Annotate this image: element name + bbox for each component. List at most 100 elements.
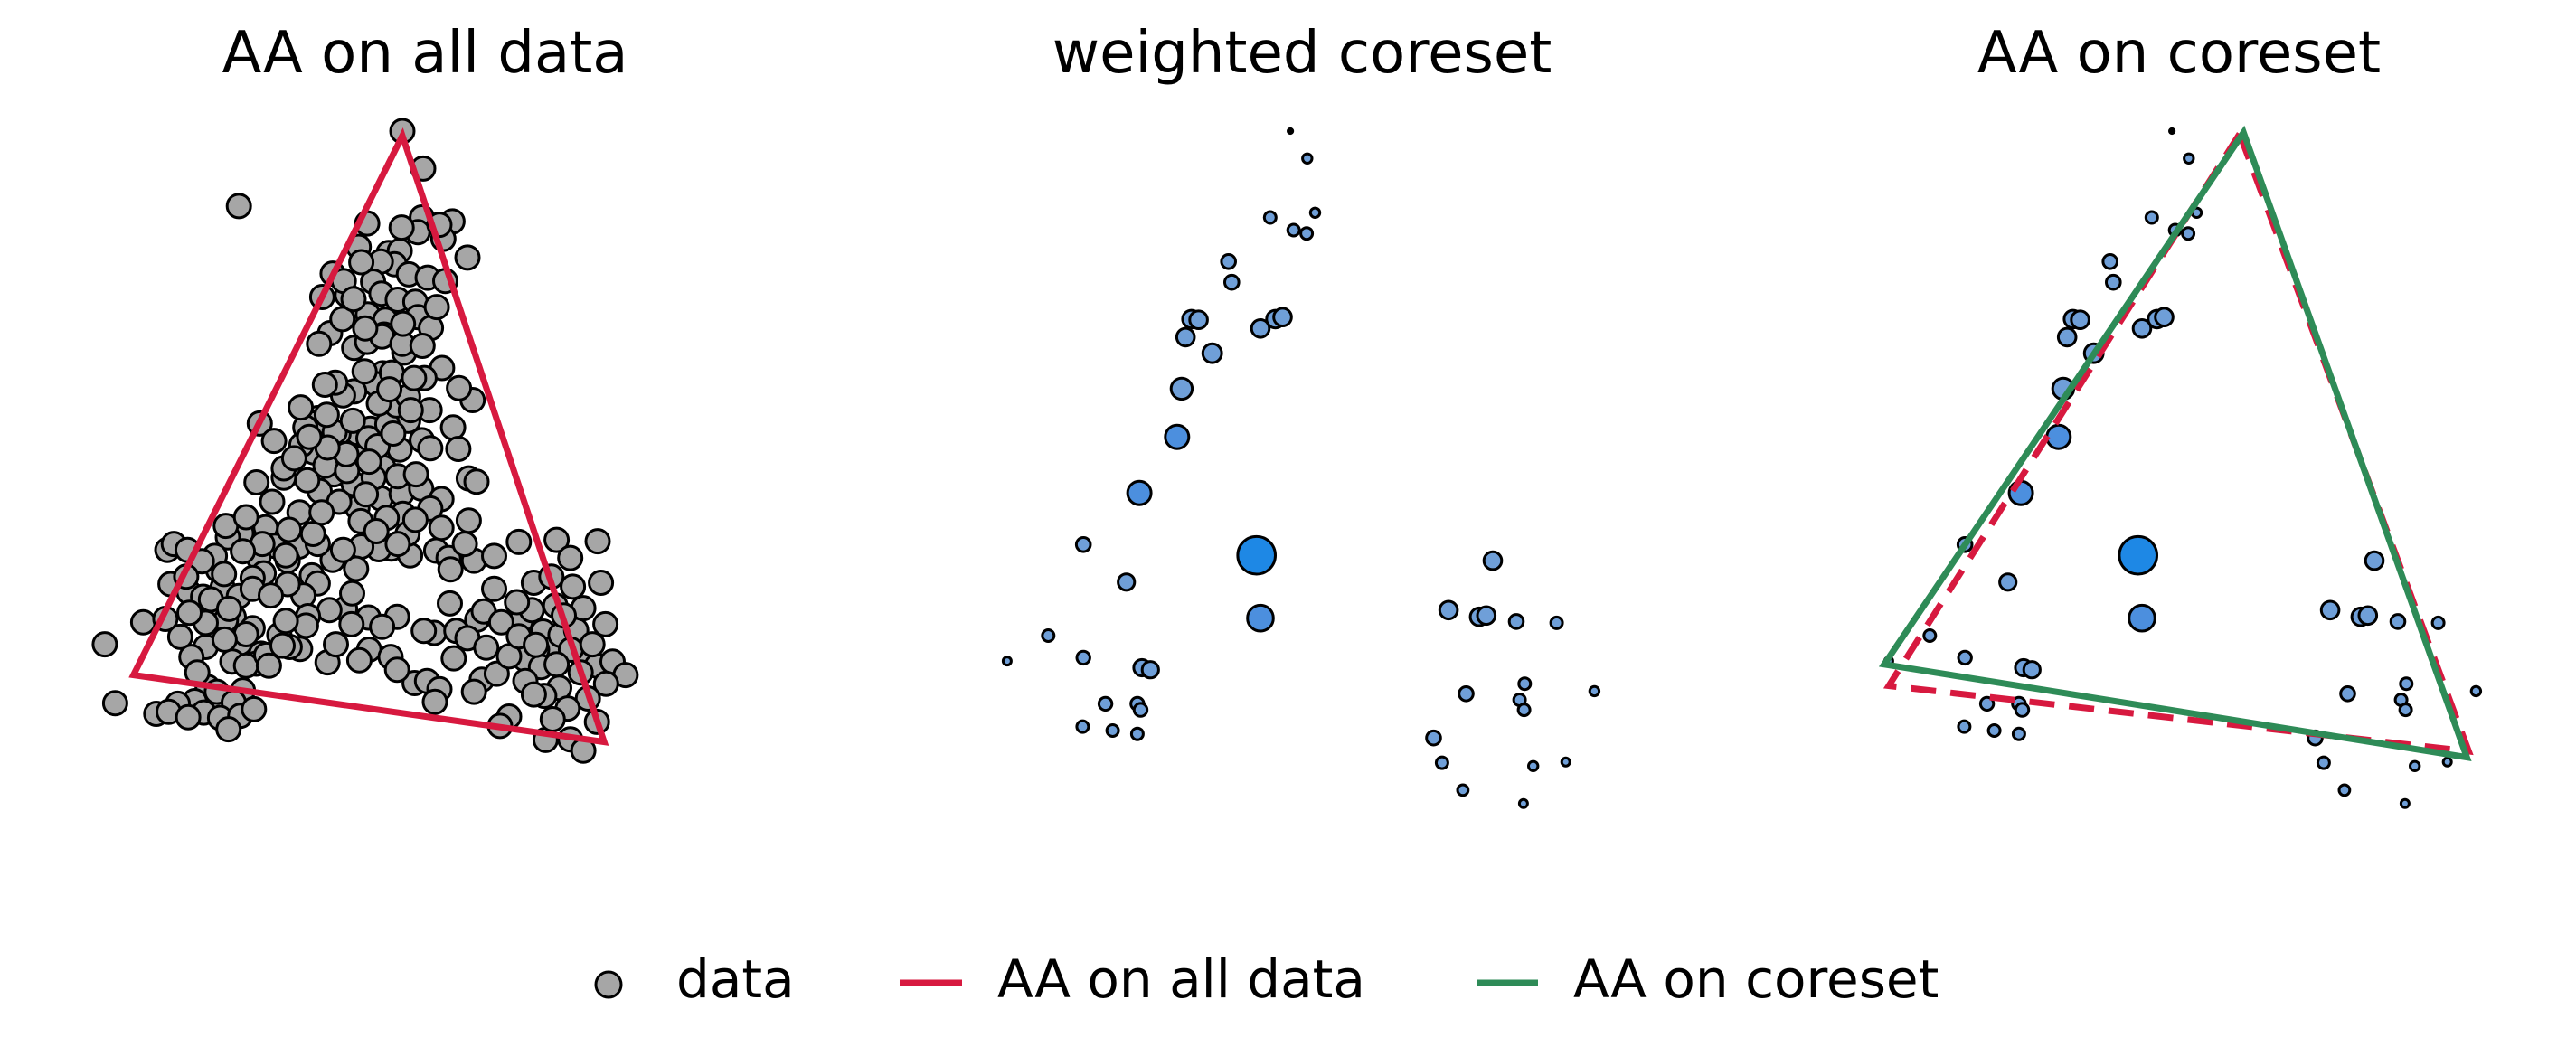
coreset-point xyxy=(1456,783,1470,797)
coreset-point xyxy=(1588,684,1601,698)
data-point xyxy=(175,703,202,731)
coreset-point xyxy=(1434,755,1449,770)
data-point xyxy=(316,597,343,624)
data-point xyxy=(345,646,373,674)
coreset-point xyxy=(1301,152,1314,165)
coreset-point xyxy=(1308,206,1322,220)
data-point xyxy=(439,414,467,441)
coreset-point xyxy=(1286,222,1301,238)
coreset-point xyxy=(2357,605,2379,627)
coreset-point xyxy=(1223,273,1241,291)
coreset-point xyxy=(2007,479,2034,506)
data-point xyxy=(588,570,615,596)
coreset-point xyxy=(1236,534,1277,576)
data-point xyxy=(423,294,450,321)
coreset-point xyxy=(1438,599,1459,621)
coreset-point xyxy=(1188,309,1209,331)
coreset-point xyxy=(2430,615,2446,630)
data-point xyxy=(215,716,242,743)
coreset-point xyxy=(1140,660,1160,680)
coreset-point xyxy=(2399,676,2414,692)
data-point xyxy=(311,372,338,398)
coreset-point xyxy=(2128,603,2156,633)
coreset-point xyxy=(2168,127,2176,136)
data-point xyxy=(445,436,472,462)
coreset-point xyxy=(2101,253,2118,270)
coreset-point xyxy=(2337,783,2352,797)
data-point xyxy=(543,651,571,678)
data-point xyxy=(340,286,367,313)
coreset-point xyxy=(2070,309,2090,331)
data-point xyxy=(369,613,396,640)
data-point xyxy=(339,580,365,607)
data-point xyxy=(269,632,296,659)
data-point xyxy=(232,504,259,531)
data-point xyxy=(129,608,156,636)
coreset-point xyxy=(1527,759,1540,772)
data-point xyxy=(584,528,611,555)
data-point xyxy=(487,608,514,636)
data-point xyxy=(539,706,566,732)
data-point xyxy=(211,561,238,588)
data-point xyxy=(308,499,335,526)
coreset-point xyxy=(1169,376,1194,401)
data-point xyxy=(481,542,507,570)
data-point xyxy=(343,555,370,582)
data-point xyxy=(455,507,482,534)
coreset-point xyxy=(1998,572,2018,592)
data-point xyxy=(440,645,467,672)
data-point xyxy=(383,656,410,684)
data-point xyxy=(306,330,333,357)
data-point xyxy=(91,631,118,658)
panel-aa-on-all-data: AA on all data xyxy=(91,20,639,764)
aa-all-data-triangle xyxy=(128,127,609,746)
coreset-point xyxy=(1175,326,1196,348)
coreset-point xyxy=(2011,726,2026,741)
data-point xyxy=(296,423,323,450)
coreset-point xyxy=(1001,656,1013,667)
coreset-point xyxy=(2183,152,2195,165)
data-point xyxy=(101,690,128,717)
data-point xyxy=(323,631,349,658)
data-point xyxy=(288,394,315,421)
coreset-point xyxy=(1957,719,1972,734)
data-point xyxy=(241,695,268,722)
coreset-point xyxy=(2399,797,2411,809)
coreset-point xyxy=(1476,605,1497,627)
data-point xyxy=(260,428,288,455)
data-point xyxy=(259,488,286,515)
aa-coreset-triangle xyxy=(1878,125,2472,761)
coreset-point xyxy=(1041,628,1056,643)
data-point xyxy=(232,621,259,647)
legend: data AA on all data AA on coreset xyxy=(594,948,1939,1010)
coreset-point xyxy=(2056,326,2078,348)
data-point xyxy=(329,306,356,333)
data-point xyxy=(388,214,415,241)
coreset-point xyxy=(2319,599,2341,621)
data-point xyxy=(463,468,490,495)
coreset-point xyxy=(1262,210,1278,225)
coreset-point xyxy=(1220,253,1237,270)
data-point xyxy=(401,506,429,533)
data-point xyxy=(355,448,382,476)
coreset-point xyxy=(1549,615,1564,630)
coreset-point xyxy=(1272,307,1293,328)
data-point xyxy=(454,244,481,271)
data-point xyxy=(557,544,584,571)
data-point xyxy=(313,401,340,429)
data-point xyxy=(272,608,299,635)
data-point xyxy=(520,681,547,708)
coreset-point xyxy=(1517,797,1529,809)
coreset-point xyxy=(1299,226,1315,241)
coreset-point xyxy=(1986,723,2002,738)
panel-1-data-points xyxy=(91,118,639,764)
data-point xyxy=(299,521,326,547)
coreset-point xyxy=(1074,536,1092,553)
data-point xyxy=(225,193,252,220)
data-point xyxy=(543,526,571,553)
data-point xyxy=(473,634,500,661)
coreset-point xyxy=(2131,318,2153,339)
coreset-point xyxy=(1517,676,1533,692)
coreset-point xyxy=(2118,534,2158,576)
panel-title-weighted-coreset: weighted coreset xyxy=(1052,20,1552,87)
